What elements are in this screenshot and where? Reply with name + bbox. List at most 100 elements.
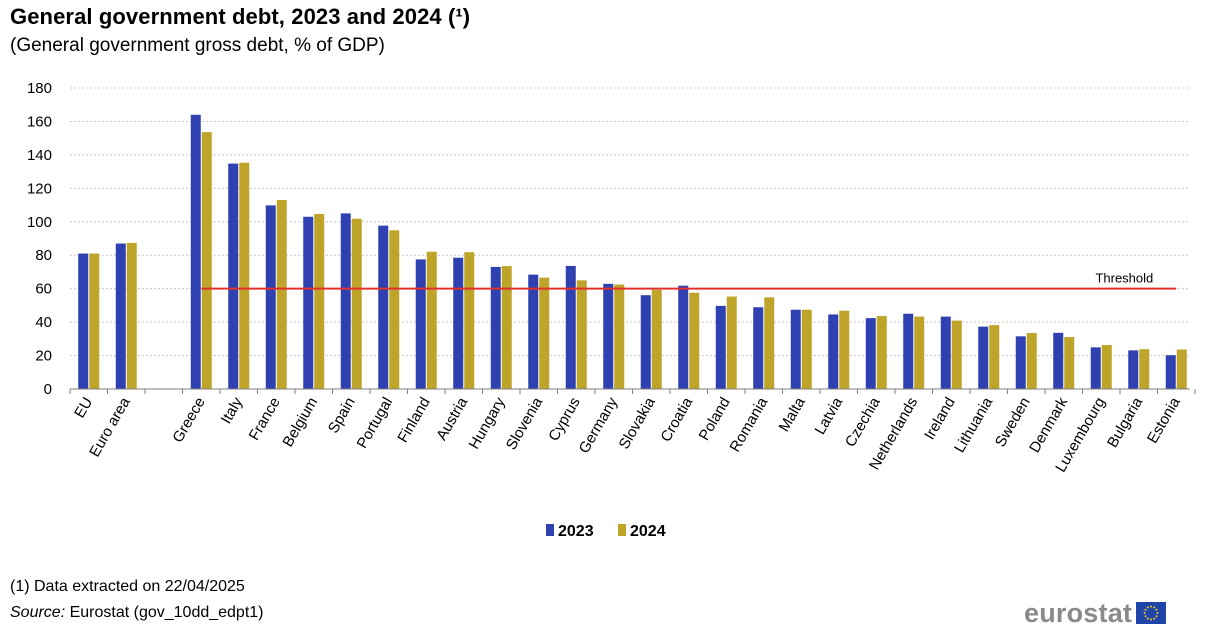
x-category-label: Poland	[696, 395, 734, 444]
chart-title: General government debt, 2023 and 2024 (…	[10, 4, 471, 29]
bar-2024	[239, 162, 250, 389]
bar-2023	[265, 205, 276, 389]
y-tick-label: 140	[27, 147, 52, 164]
bar-2024	[464, 252, 475, 389]
bar-2023	[115, 243, 126, 389]
y-tick-label: 0	[44, 381, 52, 398]
x-category-label: Sweden	[992, 395, 1034, 450]
source-label: Source:	[10, 604, 66, 621]
bar-2023	[190, 114, 201, 389]
eu-flag-icon	[1136, 602, 1167, 624]
bar-2023	[678, 285, 689, 389]
bar-2023	[790, 309, 801, 389]
bar-2024	[876, 316, 887, 389]
x-category-label: Latvia	[811, 394, 846, 438]
bar-2024	[1176, 349, 1187, 389]
bar-2023	[715, 305, 726, 389]
legend-label-2023: 2023	[558, 523, 594, 540]
bar-2024	[201, 132, 212, 389]
bar-2023	[453, 257, 464, 389]
bar-2023	[490, 266, 501, 389]
bar-2023	[228, 163, 239, 389]
legend[interactable]: 2023 2024	[546, 523, 666, 540]
x-category-label: Czechia	[842, 394, 884, 450]
bar-2023	[603, 283, 614, 389]
bar-2024	[689, 292, 700, 389]
y-tick-label: 80	[35, 247, 52, 264]
bar-2024	[501, 266, 512, 389]
x-category-label: Estonia	[1144, 394, 1184, 446]
x-category-label: Malta	[776, 394, 809, 435]
bar-2024	[914, 316, 925, 389]
bar-2024	[126, 242, 137, 389]
x-category-label: Italy	[218, 394, 247, 427]
bar-2023	[940, 316, 951, 389]
source-note: Source: Eurostat (gov_10dd_edpt1)	[10, 604, 264, 622]
bar-2024	[389, 230, 400, 389]
x-category-label: France	[246, 395, 284, 444]
y-tick-label: 180	[27, 80, 52, 97]
bar-2023	[1090, 347, 1101, 389]
bar-2024	[89, 253, 100, 389]
bar-2024	[1026, 332, 1037, 389]
x-category-label: Slovakia	[616, 394, 659, 452]
bar-2023	[640, 295, 651, 389]
bar-2024	[539, 277, 550, 389]
bar-2024	[839, 310, 850, 389]
bar-2024	[726, 296, 737, 389]
y-tick-label: 40	[35, 314, 52, 331]
bar-2023	[378, 225, 389, 389]
bars	[78, 114, 1187, 389]
bar-2024	[651, 289, 662, 389]
bar-2023	[1053, 332, 1064, 389]
legend-swatch-2024	[618, 524, 626, 536]
bar-2024	[351, 218, 362, 389]
y-tick-label: 100	[27, 214, 52, 231]
logo-text: eurostat	[1024, 597, 1133, 628]
x-category-label: Bulgaria	[1104, 394, 1147, 451]
footnote: (1) Data extracted on 22/04/2025	[10, 578, 245, 595]
bar-2024	[989, 325, 1000, 389]
x-category-label: Portugal	[354, 395, 397, 452]
bar-2023	[903, 313, 914, 389]
bar-2023	[303, 216, 314, 389]
x-category-label: Ireland	[921, 395, 959, 443]
x-category-label: EU	[71, 395, 96, 422]
bar-2024	[1064, 336, 1075, 389]
bar-2023	[78, 253, 89, 389]
x-category-label: Belgium	[279, 395, 321, 450]
bar-2024	[276, 200, 287, 389]
bar-2024	[764, 297, 775, 389]
bar-2023	[978, 326, 989, 389]
legend-swatch-2023	[546, 524, 554, 536]
chart-subtitle: (General government gross debt, % of GDP…	[10, 35, 385, 56]
bar-2023	[753, 307, 764, 389]
y-tick-label: 160	[27, 113, 52, 130]
bar-2024	[614, 284, 625, 389]
bar-2023	[1015, 336, 1026, 389]
source-text: Eurostat (gov_10dd_edpt1)	[65, 604, 264, 621]
bar-2023	[528, 274, 539, 389]
legend-label-2024: 2024	[630, 523, 666, 540]
eurostat-logo: eurostat	[1024, 597, 1167, 628]
bar-2024	[951, 320, 962, 389]
bar-2024	[314, 213, 325, 389]
x-category-label: Cyprus	[545, 395, 583, 445]
bar-2023	[340, 213, 351, 389]
bar-2023	[1165, 355, 1176, 389]
x-category-label: Spain	[325, 395, 359, 437]
bar-2024	[576, 280, 587, 389]
axes	[69, 388, 1196, 394]
x-category-label: Croatia	[657, 394, 696, 445]
x-category-label: Austria	[433, 394, 471, 443]
bar-2023	[1128, 350, 1139, 389]
bar-2024	[801, 309, 812, 389]
y-tick-label: 60	[35, 281, 52, 298]
bar-2023	[828, 314, 839, 389]
x-category-label: Finland	[394, 395, 433, 446]
bar-2023	[415, 259, 426, 389]
threshold: Threshold	[201, 271, 1177, 290]
x-category-label: Greece	[169, 395, 208, 446]
y-tick-label: 120	[27, 180, 52, 197]
